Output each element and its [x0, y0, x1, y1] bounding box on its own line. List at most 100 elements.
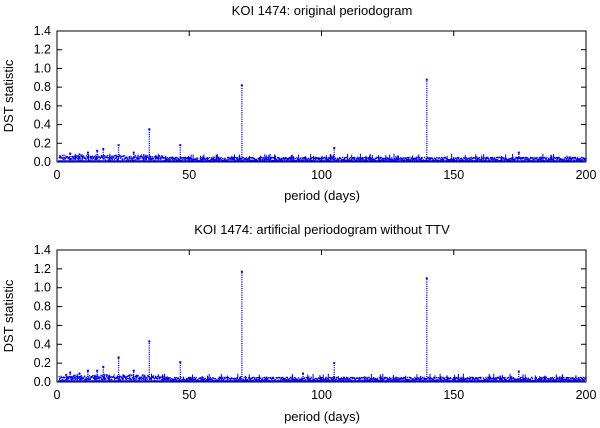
peak-point: [96, 149, 99, 160]
peak-top-marker: [86, 151, 89, 154]
x-tick-label: 50: [182, 168, 196, 182]
peak-top-marker: [69, 152, 72, 155]
peak-top-marker: [102, 147, 105, 150]
periodogram-floor: [58, 380, 585, 382]
y-tick-label: 0.0: [34, 155, 51, 169]
x-tick-label: 0: [54, 168, 61, 182]
x-tick-label: 150: [443, 168, 464, 182]
y-tick-label: 0.6: [34, 318, 51, 332]
chart-title: KOI 1474: original periodogram: [232, 3, 413, 18]
peak-point: [240, 84, 243, 160]
plot-area: [56, 30, 587, 163]
peak-top-marker: [78, 372, 81, 375]
peak-top-marker: [240, 270, 243, 273]
peak-point: [425, 78, 428, 160]
peak-point: [333, 362, 336, 380]
peak-top-marker: [301, 372, 304, 375]
y-tick-labels: 0.0 0.2 0.4 0.6 0.8 1.0 1.2 1.4: [34, 24, 51, 169]
peak-point: [117, 356, 120, 380]
peak-point: [179, 144, 182, 160]
x-axis-label: period (days): [284, 409, 360, 424]
peak-top-marker: [132, 369, 135, 372]
peak-point: [96, 369, 99, 380]
plot-area: [56, 249, 587, 383]
y-tick-labels: 0.0 0.2 0.4 0.6 0.8 1.0 1.2 1.4: [34, 243, 51, 389]
peak-point: [86, 369, 89, 380]
y-tick-label: 0.2: [34, 356, 51, 370]
peak-point: [301, 372, 304, 380]
panel-artificial-periodogram: KOI 1474: artificial periodogram without…: [1, 222, 596, 424]
y-tick-label: 0.4: [34, 337, 51, 351]
periodogram-floor: [58, 160, 585, 162]
peak-top-marker: [517, 151, 520, 154]
peak-top-marker: [179, 144, 182, 147]
peak-point: [333, 146, 336, 160]
x-tick-label: 100: [311, 388, 332, 402]
periodogram-baseline: [58, 374, 587, 382]
x-tick-label: 100: [311, 168, 332, 182]
peak-point: [517, 151, 520, 160]
peak-point: [132, 369, 135, 380]
peak-top-marker: [333, 362, 336, 365]
y-tick-label: 1.2: [34, 43, 51, 57]
peak-top-marker: [333, 146, 336, 149]
y-tick-label: 0.0: [34, 375, 51, 389]
y-axis-label: DST statistic: [1, 279, 16, 352]
peak-top-marker: [69, 371, 72, 374]
peak-point: [148, 340, 151, 380]
peak-point: [102, 147, 105, 160]
plot-frame: [56, 249, 587, 383]
y-tick-label: 0.2: [34, 136, 51, 150]
y-tick-label: 0.8: [34, 80, 51, 94]
peak-point: [132, 151, 135, 160]
peak-top-marker: [425, 78, 428, 81]
x-tick-label: 150: [443, 388, 464, 402]
x-tick-label: 50: [182, 388, 196, 402]
panel-original-periodogram: KOI 1474: original periodogram DST stati…: [1, 3, 596, 203]
peak-top-marker: [102, 365, 105, 368]
x-axis-label: period (days): [284, 188, 360, 203]
peak-top-marker: [240, 84, 243, 87]
peak-point: [78, 372, 81, 380]
peak-point: [425, 277, 428, 380]
peak-point: [102, 365, 105, 380]
peak-top-marker: [96, 369, 99, 372]
peak-top-marker: [179, 361, 182, 364]
peak-point: [69, 371, 72, 380]
y-tick-label: 1.0: [34, 281, 51, 295]
x-tick-label: 0: [54, 388, 61, 402]
peak-point: [78, 153, 81, 160]
peak-top-marker: [148, 340, 151, 343]
y-tick-label: 1.4: [34, 24, 51, 38]
peak-top-marker: [96, 149, 99, 152]
y-tick-label: 0.4: [34, 118, 51, 132]
x-tick-label: 200: [576, 388, 597, 402]
peak-top-marker: [117, 356, 120, 359]
peak-top-marker: [117, 144, 120, 147]
chart-title: KOI 1474: artificial periodogram without…: [194, 222, 450, 237]
y-tick-label: 0.8: [34, 300, 51, 314]
y-tick-label: 1.0: [34, 61, 51, 75]
peak-point: [86, 151, 89, 160]
x-tick-labels: 0 50 100 150 200: [54, 388, 597, 402]
peak-point: [517, 370, 520, 380]
y-axis-label: DST statistic: [1, 59, 16, 132]
peak-top-marker: [425, 277, 428, 280]
peak-point: [179, 361, 182, 380]
peak-point: [117, 144, 120, 160]
y-tick-label: 1.4: [34, 243, 51, 257]
peak-point: [148, 128, 151, 160]
periodogram-noise-spikes: [68, 153, 571, 161]
peak-top-marker: [86, 369, 89, 372]
y-tick-label: 1.2: [34, 262, 51, 276]
peak-top-marker: [132, 151, 135, 154]
x-tick-label: 200: [576, 168, 597, 182]
peak-point: [69, 152, 72, 160]
x-tick-labels: 0 50 100 150 200: [54, 168, 597, 182]
peak-top-marker: [148, 128, 151, 131]
plot-frame: [56, 30, 587, 163]
y-tick-label: 0.6: [34, 99, 51, 113]
peak-top-marker: [517, 370, 520, 373]
